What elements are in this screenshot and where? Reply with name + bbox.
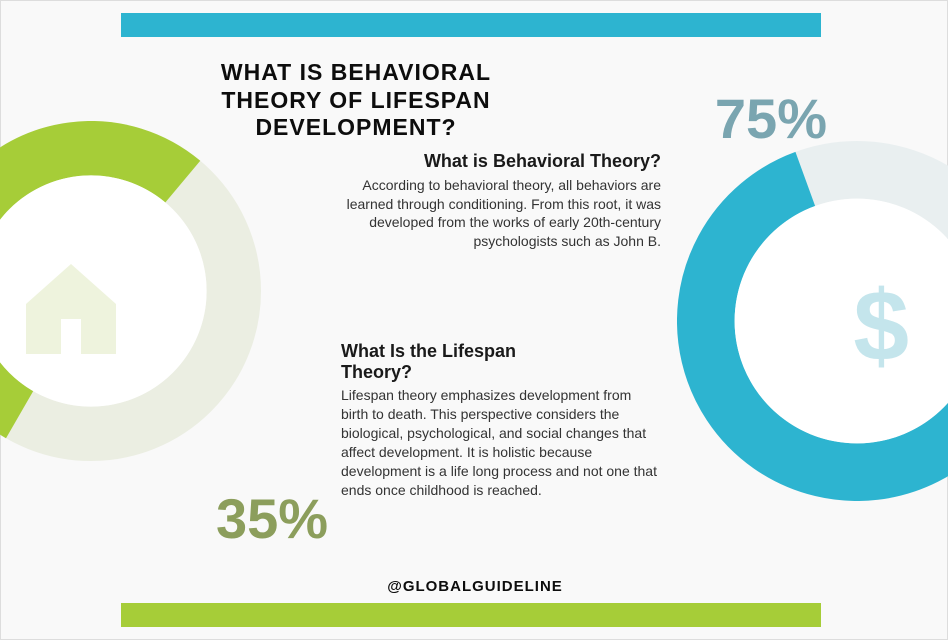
section-lifespan: What Is the Lifespan Theory? Lifespan th… [341,341,661,500]
section-lifespan-body: Lifespan theory emphasizes development f… [341,386,661,499]
bottom-accent-bar [121,603,821,627]
top-accent-bar [121,13,821,37]
section-behavioral-title: What is Behavioral Theory? [341,151,661,172]
section-behavioral-body: According to behavioral theory, all beha… [341,176,661,252]
section-behavioral: What is Behavioral Theory? According to … [341,151,661,251]
left-percent-label: 35% [216,486,328,551]
footer-handle: @GLOBALGUIDELINE [1,578,948,595]
house-icon [11,249,131,369]
right-percent-label: 75% [715,86,827,151]
section-lifespan-title: What Is the Lifespan Theory? [341,341,521,382]
dollar-icon: $ [853,269,909,384]
